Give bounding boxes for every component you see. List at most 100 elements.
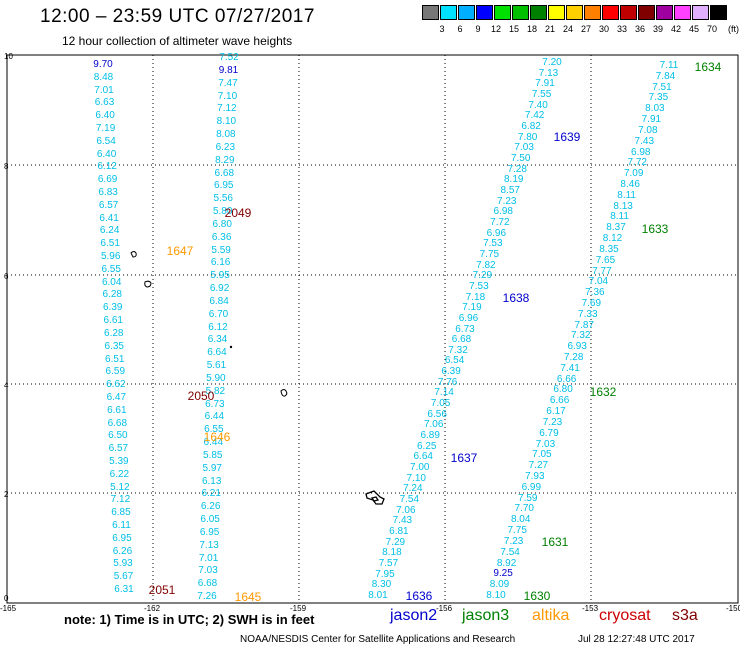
pass-label-2050: 2050 xyxy=(187,389,215,403)
footer-timestamp: Jul 28 12:27:48 UTC 2017 xyxy=(578,634,695,645)
track-2049-value: 7.13 xyxy=(199,539,219,551)
track-1639-value: 7.40 xyxy=(528,99,548,111)
track-1639-value: 6.54 xyxy=(444,355,465,367)
track-2049-value: 6.92 xyxy=(209,283,230,294)
track-2049-value: 7.10 xyxy=(217,90,238,102)
track-1639-value: 6.64 xyxy=(413,451,433,463)
longitude-tick-label: -153 xyxy=(582,604,599,613)
track-1634-value: 8.92 xyxy=(496,557,517,569)
track-2049-value: 5.90 xyxy=(206,372,226,384)
color-scale-swatch xyxy=(602,5,619,20)
track-1647-value: 9.70 xyxy=(93,59,113,70)
track-2049-value: 6.68 xyxy=(197,578,218,590)
latitude-tick-label: 10 xyxy=(4,52,13,61)
color-scale-label: 12 xyxy=(490,24,501,34)
track-2049-value: 5.85 xyxy=(203,449,223,461)
track-1639-value: 8.18 xyxy=(382,547,402,559)
color-scale-swatch xyxy=(494,5,511,20)
color-scale-label: 33 xyxy=(616,24,627,34)
track-1639-value: 7.20 xyxy=(542,57,562,68)
track-2049-value: 6.16 xyxy=(210,257,231,269)
pass-label-2051: 2051 xyxy=(148,583,176,597)
track-1639-value: 8.30 xyxy=(371,579,392,591)
track-1634-value: 7.03 xyxy=(535,438,556,450)
track-1634-value: 7.43 xyxy=(634,135,655,147)
color-scale-swatch xyxy=(512,5,529,20)
track-1639-value: 7.32 xyxy=(448,344,468,356)
color-scale-swatch xyxy=(548,5,565,20)
track-1634-value: 7.87 xyxy=(574,319,594,331)
track-1639-value: 6.81 xyxy=(389,526,409,538)
color-scale-swatch xyxy=(458,5,475,20)
track-1634-value: 8.35 xyxy=(599,243,619,255)
track-1634-value: 7.23 xyxy=(542,416,563,428)
track-1647-value: 6.26 xyxy=(112,545,133,557)
track-2049-value: 7.52 xyxy=(219,52,239,63)
track-1647-value: 6.28 xyxy=(102,289,122,301)
island-maui xyxy=(280,389,288,397)
track-1647-value: 5.39 xyxy=(109,455,129,467)
color-scale-label: 36 xyxy=(634,24,645,34)
color-scale-label: 42 xyxy=(670,24,681,34)
track-1639-value: 6.25 xyxy=(416,440,437,452)
track-1634-value: 6.93 xyxy=(567,341,587,353)
track-1647-value: 8.48 xyxy=(93,71,114,83)
island-molokai xyxy=(229,345,233,349)
track-2049-value: 5.80 xyxy=(212,206,233,217)
track-2049-value: 6.36 xyxy=(211,231,232,243)
track-1634-value: 8.11 xyxy=(617,189,636,201)
color-scale-label: 21 xyxy=(544,24,555,34)
longitude-tick-label: -165 xyxy=(0,604,17,613)
color-scale-label: 45 xyxy=(688,24,699,34)
track-1639-value: 6.82 xyxy=(521,120,541,132)
track-1647-value: 6.51 xyxy=(105,353,125,365)
track-1634-value: 7.51 xyxy=(652,81,672,93)
track-2049-value: 5.82 xyxy=(205,385,226,397)
track-2049-value: 6.21 xyxy=(201,488,221,500)
track-1647-value: 6.40 xyxy=(96,148,117,160)
track-1639-value: 7.00 xyxy=(410,462,430,474)
island-oahu xyxy=(144,280,152,288)
color-scale-label: 9 xyxy=(475,24,481,34)
track-2049-value: 5.59 xyxy=(211,244,231,256)
track-1634-value: 7.93 xyxy=(525,471,545,483)
track-1634-value: 8.03 xyxy=(645,103,665,115)
color-scale-label: 30 xyxy=(598,24,609,34)
color-scale-label: 3 xyxy=(439,24,445,34)
track-1647-value: 5.96 xyxy=(100,251,121,263)
track-2049-value: 6.44 xyxy=(204,411,225,423)
track-2049-value: 6.12 xyxy=(208,321,228,333)
track-1639-value: 6.98 xyxy=(493,206,513,218)
track-2049-value: 8.10 xyxy=(216,116,237,128)
track-1634-value: 6.98 xyxy=(631,146,651,158)
track-1634-value: 7.11 xyxy=(659,60,679,71)
track-2049-value: 6.73 xyxy=(205,398,225,410)
track-1647-value: 6.57 xyxy=(98,199,119,211)
track-1647-value: 6.59 xyxy=(105,366,126,378)
pass-label-1645: 1645 xyxy=(234,590,262,604)
color-scale-swatch xyxy=(476,5,493,20)
track-1639-value: 7.54 xyxy=(399,494,420,506)
track-1634-value: 7.77 xyxy=(592,265,612,277)
color-scale-swatch xyxy=(692,5,709,20)
track-1647-value: 6.24 xyxy=(99,225,120,237)
track-1634-value: 7.75 xyxy=(507,525,527,537)
note-text: note: 1) Time is in UTC; 2) SWH is in fe… xyxy=(64,612,315,627)
track-2049-value: 6.26 xyxy=(200,501,221,513)
track-1647-value: 7.12 xyxy=(110,494,131,506)
island-hawaii xyxy=(365,490,385,505)
pass-label-1631: 1631 xyxy=(541,535,569,549)
track-1647-value: 6.68 xyxy=(107,417,128,429)
longitude-tick-label: -159 xyxy=(290,604,307,613)
color-scale-swatch xyxy=(710,5,727,20)
satellite-legend-altika: altika xyxy=(532,607,570,624)
track-1639-value: 7.19 xyxy=(462,302,482,314)
track-2049-value: 6.68 xyxy=(214,167,235,179)
track-1634-value: 7.27 xyxy=(528,460,549,472)
track-1647-value: 6.62 xyxy=(106,379,126,391)
track-2049-value: 6.80 xyxy=(212,218,232,230)
latitude-tick-label: 2 xyxy=(4,490,9,499)
track-1634-value: 8.11 xyxy=(610,211,629,223)
track-1634-value: 8.09 xyxy=(489,579,510,591)
track-1647-value: 6.95 xyxy=(112,532,132,544)
